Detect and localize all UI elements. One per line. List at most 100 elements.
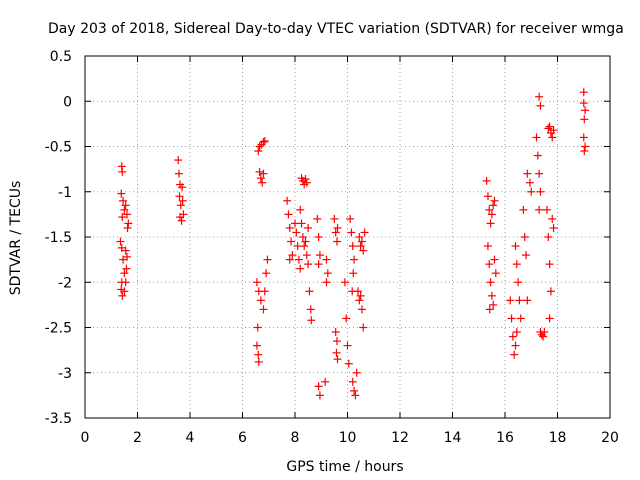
- data-point: [119, 196, 128, 205]
- data-point: [313, 214, 322, 223]
- grid-lines: [85, 56, 610, 418]
- data-point: [288, 251, 297, 260]
- data-point: [357, 237, 366, 246]
- data-point: [580, 147, 589, 156]
- data-point: [296, 264, 305, 273]
- data-point: [177, 216, 186, 225]
- data-point: [522, 251, 530, 260]
- data-point: [527, 187, 536, 196]
- data-point: [301, 175, 310, 184]
- data-point: [489, 201, 498, 210]
- data-point: [486, 278, 495, 287]
- data-point: [254, 350, 263, 359]
- data-point: [359, 246, 368, 255]
- data-point: [512, 260, 521, 269]
- data-point: [258, 178, 267, 187]
- data-point: [350, 255, 359, 264]
- data-point: [178, 183, 187, 192]
- data-point: [520, 233, 529, 241]
- data-point: [123, 210, 131, 219]
- data-point: [356, 291, 365, 300]
- data-point: [116, 237, 125, 246]
- data-point: [124, 219, 133, 228]
- data-point: [121, 201, 130, 210]
- data-point: [176, 201, 185, 210]
- data-point: [331, 228, 340, 237]
- x-tick-label: 0: [81, 430, 90, 446]
- data-point: [174, 169, 183, 178]
- data-point: [252, 341, 261, 350]
- data-point: [580, 115, 589, 124]
- data-point: [118, 291, 127, 300]
- data-point: [579, 88, 588, 97]
- data-point: [259, 169, 268, 178]
- data-point: [507, 314, 516, 323]
- data-point: [483, 242, 492, 251]
- data-point: [581, 142, 590, 151]
- data-point: [259, 305, 268, 314]
- data-point: [535, 169, 544, 178]
- data-point: [355, 233, 364, 241]
- data-point: [323, 269, 332, 278]
- data-point: [485, 205, 494, 214]
- data-point: [322, 255, 331, 264]
- chart-title: Day 203 of 2018, Sidereal Day-to-day VTE…: [48, 21, 624, 37]
- data-point: [120, 269, 129, 278]
- data-point: [330, 214, 339, 223]
- data-point: [508, 332, 517, 341]
- data-point: [314, 233, 323, 241]
- data-point: [254, 357, 263, 366]
- data-point: [285, 223, 294, 232]
- data-point: [292, 228, 301, 237]
- data-point: [121, 278, 130, 287]
- x-tick-label: 16: [496, 430, 514, 446]
- data-point: [331, 328, 340, 337]
- data-point: [175, 192, 184, 201]
- data-point: [539, 332, 548, 341]
- data-point: [535, 205, 544, 214]
- data-point: [322, 278, 331, 287]
- data-point: [342, 314, 351, 323]
- data-point: [523, 169, 532, 178]
- data-point: [352, 368, 361, 377]
- data-point: [333, 355, 342, 364]
- data-point: [487, 210, 496, 219]
- data-point: [174, 156, 183, 165]
- x-tick-label: 8: [291, 430, 300, 446]
- data-point: [255, 167, 264, 176]
- data-point: [123, 252, 131, 261]
- data-point: [356, 242, 365, 251]
- data-point: [255, 142, 264, 151]
- data-point: [533, 151, 542, 160]
- data-point: [506, 296, 515, 305]
- data-point: [256, 296, 265, 305]
- data-point: [333, 223, 342, 232]
- data-point: [305, 287, 314, 296]
- data-point: [347, 228, 356, 237]
- data-point: [284, 210, 293, 219]
- data-point: [259, 137, 268, 146]
- data-point: [285, 255, 294, 264]
- data-point: [118, 167, 127, 176]
- data-point: [514, 278, 523, 287]
- data-point: [304, 260, 313, 269]
- data-point: [545, 314, 554, 323]
- y-axis-ticks: 0.5 0 -0.5 -1 -1.5 -2 -2.5 -3 -3.5: [45, 49, 610, 427]
- data-point: [123, 223, 132, 232]
- data-point: [348, 242, 357, 251]
- data-point: [304, 223, 313, 232]
- data-point: [333, 337, 341, 346]
- data-point: [297, 219, 306, 228]
- y-axis-label: SDTVAR / TECUs: [8, 181, 24, 296]
- y-tick-label: -0.5: [45, 140, 72, 156]
- data-point: [346, 214, 355, 223]
- data-point: [579, 99, 588, 108]
- data-point: [301, 237, 310, 246]
- data-point: [357, 305, 366, 314]
- data-point: [121, 246, 130, 255]
- data-point: [306, 305, 315, 314]
- x-tick-label: 20: [601, 430, 619, 446]
- data-point: [516, 314, 525, 323]
- data-point: [283, 196, 292, 205]
- data-point: [519, 205, 528, 214]
